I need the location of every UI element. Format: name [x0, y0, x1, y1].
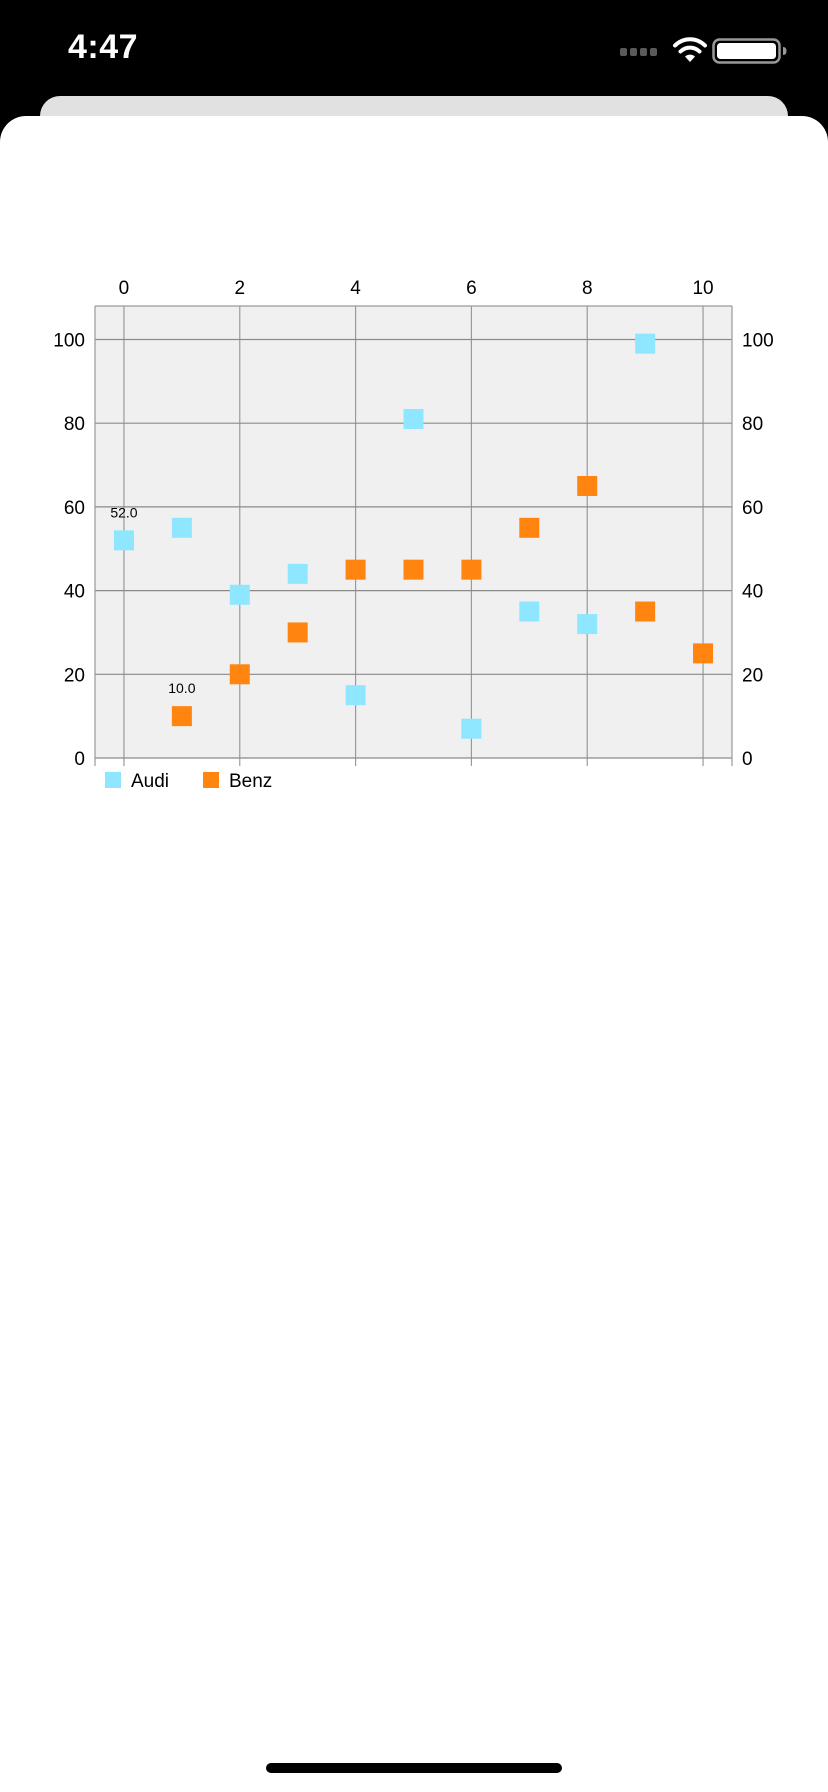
data-point-audi [577, 614, 598, 635]
legend-swatch-audi [105, 772, 121, 788]
y-tick-label-left: 80 [64, 414, 85, 435]
x-tick-label: 8 [582, 278, 593, 299]
y-tick-label-left: 40 [64, 582, 85, 603]
status-time: 4:47 [68, 28, 139, 66]
data-point-audi [287, 563, 308, 584]
x-tick-label: 2 [234, 278, 245, 299]
y-tick-label-right: 0 [742, 749, 753, 770]
y-tick-label-left: 100 [53, 330, 85, 351]
data-label: 52.0 [110, 504, 137, 520]
data-point-benz [461, 559, 482, 580]
legend-swatch-benz [203, 772, 219, 788]
data-point-benz [171, 706, 192, 727]
data-point-audi [171, 517, 192, 538]
modal-sheet: 0 2 4 6 8 10 0 0 20 20 40 40 60 60 80 80 100 100 52.0 10.0 A… [0, 116, 828, 1792]
data-point-audi [113, 530, 134, 551]
x-tick-label: 0 [119, 278, 130, 299]
data-label: 10.0 [168, 680, 195, 696]
data-point-audi [403, 409, 424, 429]
data-point-audi [229, 584, 250, 605]
y-tick-label-right: 40 [742, 582, 763, 603]
data-point-benz [403, 559, 424, 580]
data-point-benz [693, 643, 714, 664]
x-tick-label: 6 [466, 278, 477, 299]
y-tick-label-left: 20 [64, 665, 85, 686]
data-point-benz [635, 601, 656, 622]
legend-label-benz: Benz [229, 771, 272, 792]
data-point-benz [229, 664, 250, 685]
data-point-benz [519, 517, 540, 538]
data-point-benz [577, 475, 598, 496]
data-point-benz [287, 622, 308, 643]
x-tick-label: 4 [350, 278, 361, 299]
data-point-audi [635, 333, 656, 354]
x-tick-label: 10 [692, 278, 713, 299]
battery-icon [712, 38, 787, 64]
y-tick-label-left: 60 [64, 498, 85, 519]
cellular-signal-icon [620, 48, 660, 58]
data-point-benz [345, 559, 366, 580]
wifi-icon [673, 37, 707, 62]
y-tick-label-right: 100 [742, 330, 774, 351]
data-point-audi [345, 685, 366, 706]
home-indicator[interactable] [266, 1763, 562, 1773]
data-point-audi [519, 601, 540, 622]
y-tick-label-right: 80 [742, 414, 763, 435]
data-point-audi [461, 718, 482, 739]
y-tick-label-right: 20 [742, 665, 763, 686]
legend-label-audi: Audi [131, 771, 169, 792]
plot-background [95, 306, 732, 758]
y-tick-label-left: 0 [74, 749, 85, 770]
status-bar: 4:47 [0, 0, 828, 100]
y-tick-label-right: 60 [742, 498, 763, 519]
